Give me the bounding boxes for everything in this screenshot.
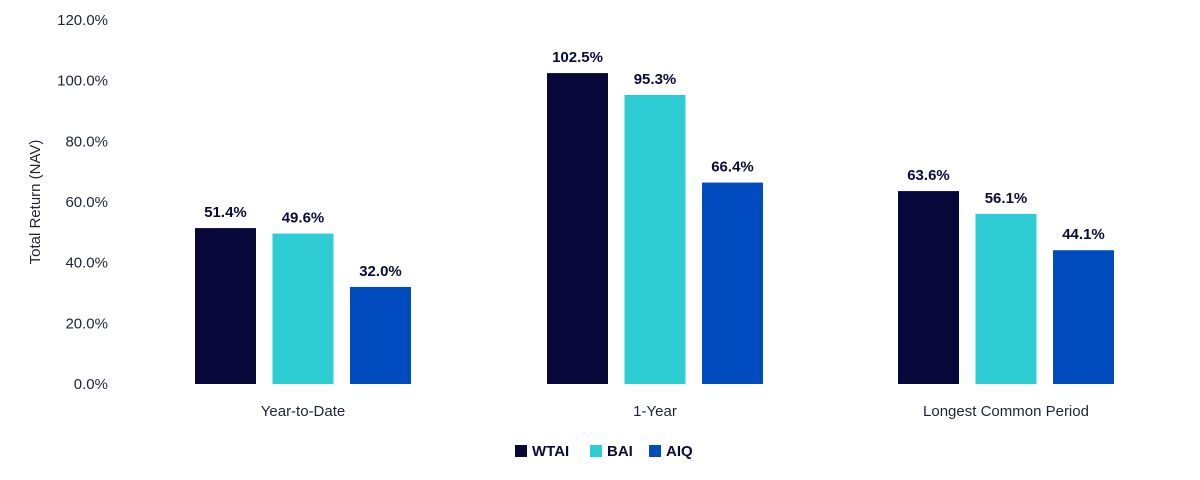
legend-label-bai: BAI [607,443,633,460]
y-tick-label: 100.0% [57,73,108,90]
y-tick-label: 0.0% [74,376,108,393]
data-label: 44.1% [1062,226,1105,243]
bar-bai-0 [272,233,334,384]
x-axis: Year-to-Date 1-Year Longest Common Period [261,403,1089,420]
legend-label-wtai: WTAI [532,443,569,460]
y-axis: 0.0% 20.0% 40.0% 60.0% 80.0% 100.0% 120.0% [57,12,108,393]
bar-aiq-1 [702,182,763,384]
bar-wtai-2 [898,191,959,384]
legend-swatch-aiq [649,445,661,457]
x-category-label: Longest Common Period [923,403,1089,420]
y-tick-label: 60.0% [65,194,108,211]
legend-swatch-bai [590,445,602,457]
bar-aiq-0 [350,286,411,384]
y-tick-label: 20.0% [65,315,108,332]
y-axis-label: Total Return (NAV) [27,140,44,265]
data-label: 95.3% [634,71,677,88]
bar-wtai-1 [547,73,608,384]
data-labels-group: 51.4% 49.6% 32.0% 102.5% 95.3% 66.4% 63.6% 56.1… [204,49,1105,280]
y-tick-label: 80.0% [65,133,108,150]
data-label: 102.5% [552,49,603,66]
data-label: 56.1% [985,190,1028,207]
bar-bai-1 [624,94,686,384]
data-label: 51.4% [204,204,247,221]
bar-aiq-2 [1053,250,1114,384]
data-label: 49.6% [282,210,325,227]
bar-bai-2 [975,213,1037,384]
data-label: 32.0% [359,263,402,280]
y-tick-label: 40.0% [65,255,108,272]
x-category-label: Year-to-Date [261,403,346,420]
data-label: 63.6% [907,167,950,184]
y-tick-label: 120.0% [57,12,108,29]
x-category-label: 1-Year [633,403,677,420]
bars-group [195,73,1114,384]
legend-swatch-wtai [515,445,527,457]
bar-wtai-0 [195,228,256,384]
legend: WTAI BAI AIQ [515,443,693,460]
legend-label-aiq: AIQ [666,443,693,460]
data-label: 66.4% [711,159,754,176]
